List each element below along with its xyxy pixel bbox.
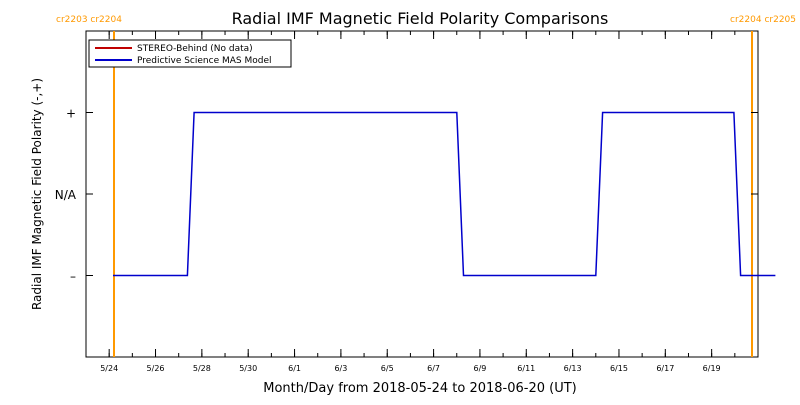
x-tick-label-7: 6/7	[427, 364, 440, 373]
x-tick-label-3: 5/30	[239, 364, 257, 373]
chart-title: Radial IMF Magnetic Field Polarity Compa…	[232, 9, 609, 28]
y-axis-ticks: + N/A –	[55, 107, 758, 284]
x-tick-label-9: 6/11	[517, 364, 535, 373]
x-axis-ticks: 5/24 5/26 5/28 5/30 6/1 6/3 6/5 6/7 6/9 6/11 6/13 6…	[85, 31, 759, 373]
legend-label-stereo-behind: STEREO-Behind (No data)	[137, 44, 253, 54]
x-tick-label-6: 6/5	[381, 364, 394, 373]
x-axis-label: Month/Day from 2018-05-24 to 2018-06-20 …	[263, 381, 576, 396]
rotation-marker-label-0: cr2203 cr2204	[56, 15, 122, 25]
x-tick-label-11: 6/15	[610, 364, 628, 373]
legend-box	[88, 39, 292, 68]
y-tick-label-2: –	[70, 270, 76, 284]
series-lines	[113, 111, 776, 277]
y-axis-label: Radial IMF Magnetic Field Polarity (-,+)	[30, 78, 44, 310]
x-tick-label-4: 6/1	[288, 364, 301, 373]
x-tick-label-13: 6/19	[703, 364, 721, 373]
legend-label-mas-model: Predictive Science MAS Model	[137, 56, 272, 66]
x-tick-label-10: 6/13	[564, 364, 582, 373]
series-line-mas-model	[113, 111, 776, 277]
x-tick-label-12: 6/17	[656, 364, 674, 373]
rotation-marker-label-1: cr2204 cr2205	[730, 15, 796, 25]
y-tick-label-1: N/A	[55, 188, 77, 202]
x-tick-label-0: 5/24	[100, 364, 118, 373]
y-tick-label-0: +	[66, 107, 76, 121]
x-tick-label-8: 6/9	[473, 364, 486, 373]
legend: STEREO-Behind (No data) Predictive Scien…	[88, 39, 292, 68]
x-tick-label-1: 5/26	[147, 364, 165, 373]
x-tick-label-2: 5/28	[193, 364, 211, 373]
x-tick-label-5: 6/3	[334, 364, 347, 373]
